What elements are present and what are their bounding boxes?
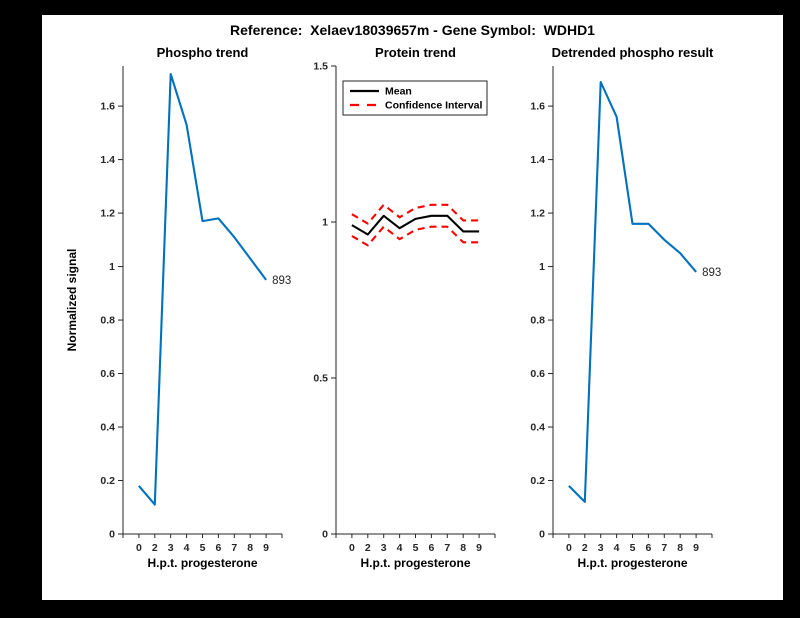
y-tick-label: 0.8 [530,315,545,327]
y-tick-label: 0.6 [100,368,115,380]
endpoint-label: 893 [272,275,291,287]
x-tick-label: 8 [460,542,466,554]
legend-box [342,80,488,116]
y-tick-label: 0.5 [313,373,328,385]
x-tick-label: 3 [168,542,174,554]
y-tick-label: 1.5 [313,61,328,73]
x-tick-label: 7 [661,542,667,554]
x-tick-label: 0 [136,542,142,554]
x-axis-label: H.p.t. progesterone [577,556,687,570]
y-tick-label: 1 [322,217,328,229]
x-tick-label: 7 [231,542,237,554]
y-tick-label: 0.6 [530,368,545,380]
x-tick-label: 4 [397,542,403,554]
x-tick-label: 6 [215,542,221,554]
x-tick-label: 4 [184,542,190,554]
subplot-title: Detrended phospho result [552,45,714,60]
y-tick-label: 0.8 [100,315,115,327]
y-axis-label: Normalized signal [65,249,79,352]
x-tick-label: 2 [365,542,371,554]
x-tick-label: 9 [476,542,482,554]
series-line-confidence-interval-upper [351,203,480,225]
x-tick-label: 2 [152,542,158,554]
x-axis-label: H.p.t. progesterone [360,556,470,570]
protein-trend-chart: 00.511.50 2 3 4 5 6 7 8 9H.p.t. progesteroneProt… [313,45,496,570]
y-tick-label: 1.4 [530,154,545,166]
x-tick-label: 9 [263,542,269,554]
figure-canvas: Reference: Xelaev18039657m - Gene Symbol… [42,15,783,600]
series-line-mean [351,214,480,236]
x-tick-label: 0 [349,542,355,554]
x-axis-label: H.p.t. progesterone [147,556,257,570]
subplot-title: Protein trend [375,45,456,60]
x-tick-label: 5 [630,542,636,554]
x-tick-label: 8 [247,542,253,554]
y-tick-label: 0.2 [100,475,115,487]
legend-entry-label: Mean [385,86,412,98]
x-tick-label: 6 [428,542,434,554]
y-tick-label: 1.2 [100,208,115,220]
x-tick-label: 4 [614,542,620,554]
legend: Mean Confidence Interval [342,80,488,116]
x-tick-label: 2 [582,542,588,554]
x-tick-label: 3 [381,542,387,554]
y-tick-label: 0 [109,529,115,541]
y-tick-label: 1.2 [530,208,545,220]
x-tick-label: 0 [566,542,572,554]
series-line-confidence-interval-lower [351,225,480,247]
y-tick-label: 1 [109,261,115,273]
y-tick-label: 0 [322,529,328,541]
subplot-title: Phospho trend [157,45,249,60]
x-tick-label: 7 [444,542,450,554]
endpoint-label: 893 [702,267,721,279]
y-tick-label: 0.4 [530,422,545,434]
y-tick-label: 0 [539,529,545,541]
y-tick-label: 1 [539,261,545,273]
x-tick-label: 3 [598,542,604,554]
figure-title: Reference: Xelaev18039657m - Gene Symbol… [230,22,595,38]
charts-svg: 00.20.40.60.811.21.41.60 2 3 4 5 6 7 8 9H.p.t. p… [65,45,721,570]
series-line-detrended-phospho-signal [568,80,697,503]
y-tick-label: 1.6 [100,101,115,113]
y-tick-label: 0.4 [100,422,115,434]
x-tick-label: 6 [645,542,651,554]
y-tick-label: 1.6 [530,101,545,113]
y-tick-label: 1.4 [100,154,115,166]
x-tick-label: 9 [693,542,699,554]
detrended-phospho-chart: 00.20.40.60.811.21.41.60 2 3 4 5 6 7 8 9H.p.t. p… [530,45,721,570]
x-tick-label: 8 [677,542,683,554]
series-line-phospho-signal [138,72,267,506]
y-tick-label: 0.2 [530,475,545,487]
x-tick-label: 5 [200,542,206,554]
phospho-trend-chart: 00.20.40.60.811.21.41.60 2 3 4 5 6 7 8 9H.p.t. p… [65,45,291,570]
x-tick-label: 5 [413,542,419,554]
legend-entry-label: Confidence Interval [385,100,483,112]
